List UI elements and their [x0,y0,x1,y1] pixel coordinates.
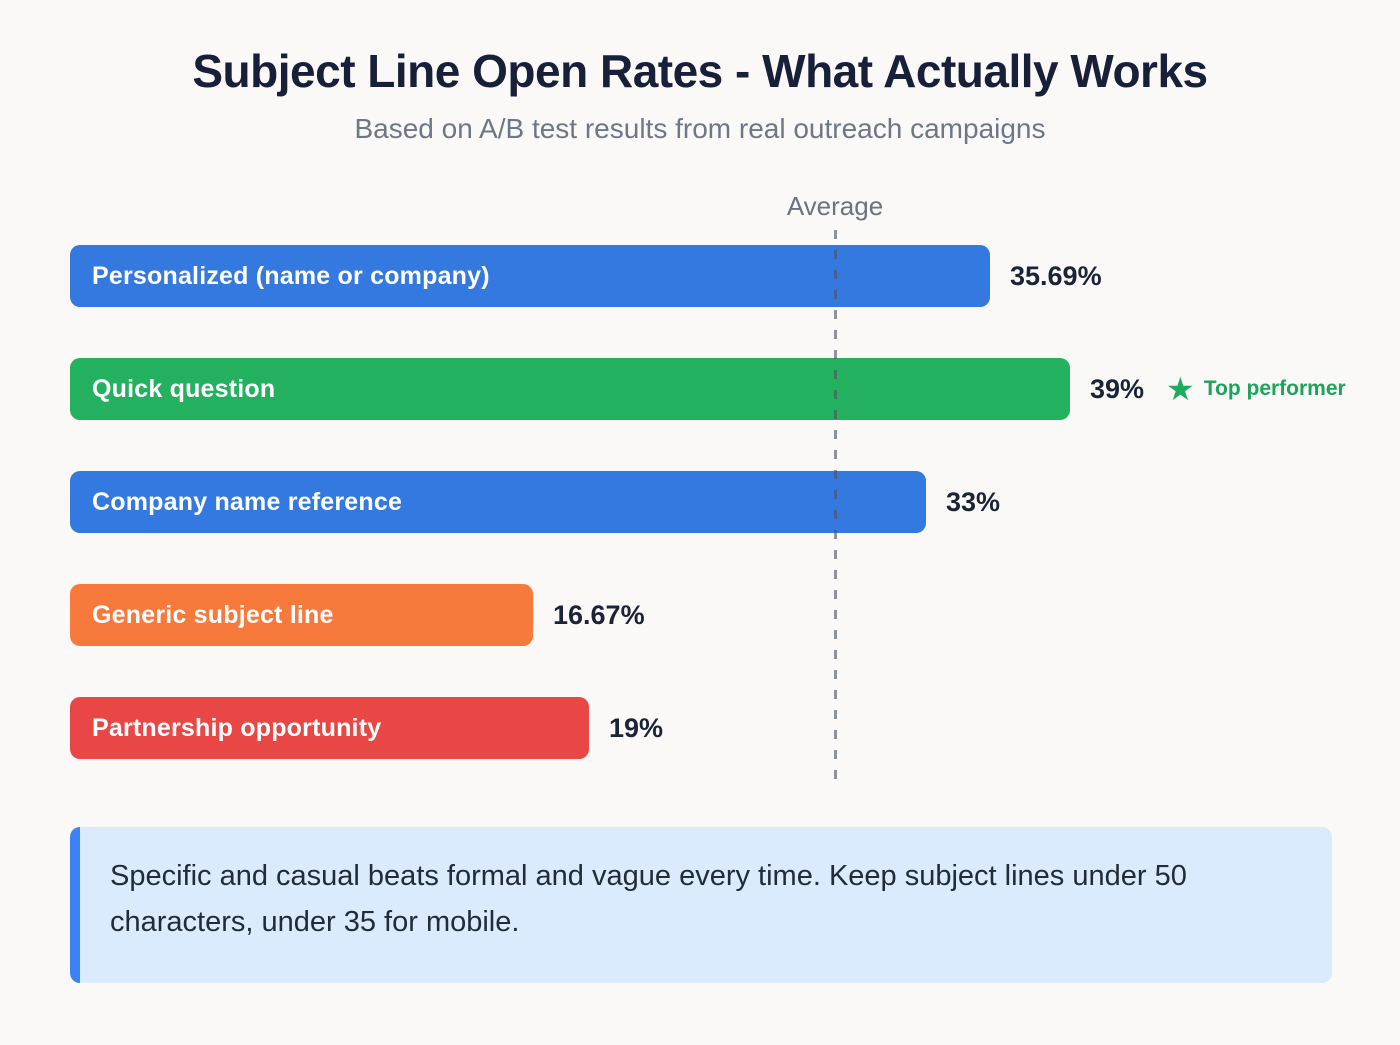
bar-row: Quick question 39% ★ Top performer [70,358,1400,420]
average-line-label: Average [786,191,884,221]
bar-label: Partnership opportunity [92,713,382,742]
top-performer-badge: ★ Top performer [1166,373,1346,405]
bar: Generic subject line [70,584,533,646]
bar-row: Generic subject line 16.67% [70,584,1400,646]
bar-label: Generic subject line [92,600,334,629]
bar-row: Company name reference 33% [70,471,1400,533]
bar-value-label: 33% [946,486,1001,517]
bar-value-label: 39% [1090,373,1145,404]
bar-value-label: 19% [609,712,664,743]
page-subtitle: Based on A/B test results from real outr… [354,113,1046,144]
bar-label: Quick question [92,374,276,403]
page-title: Subject Line Open Rates - What Actually … [192,45,1208,97]
bar-label: Company name reference [92,487,403,516]
average-dashed-line [834,230,837,782]
top-performer-label: Top performer [1203,377,1346,400]
bar-row: Partnership opportunity 19% [70,697,1400,759]
star-icon: ★ [1166,371,1195,407]
bar-label: Personalized (name or company) [92,261,490,290]
bar-value-label: 35.69% [1010,260,1102,291]
insight-callout: Specific and casual beats formal and vag… [70,827,1332,983]
bar-row: Personalized (name or company) 35.69% [70,245,1400,307]
bar: Partnership opportunity [70,697,589,759]
bar-value-label: 16.67% [553,599,645,630]
bar: Quick question [70,358,1070,420]
bar: Company name reference [70,471,926,533]
insight-text: Specific and casual beats formal and vag… [110,860,1187,939]
bar: Personalized (name or company) [70,245,990,307]
